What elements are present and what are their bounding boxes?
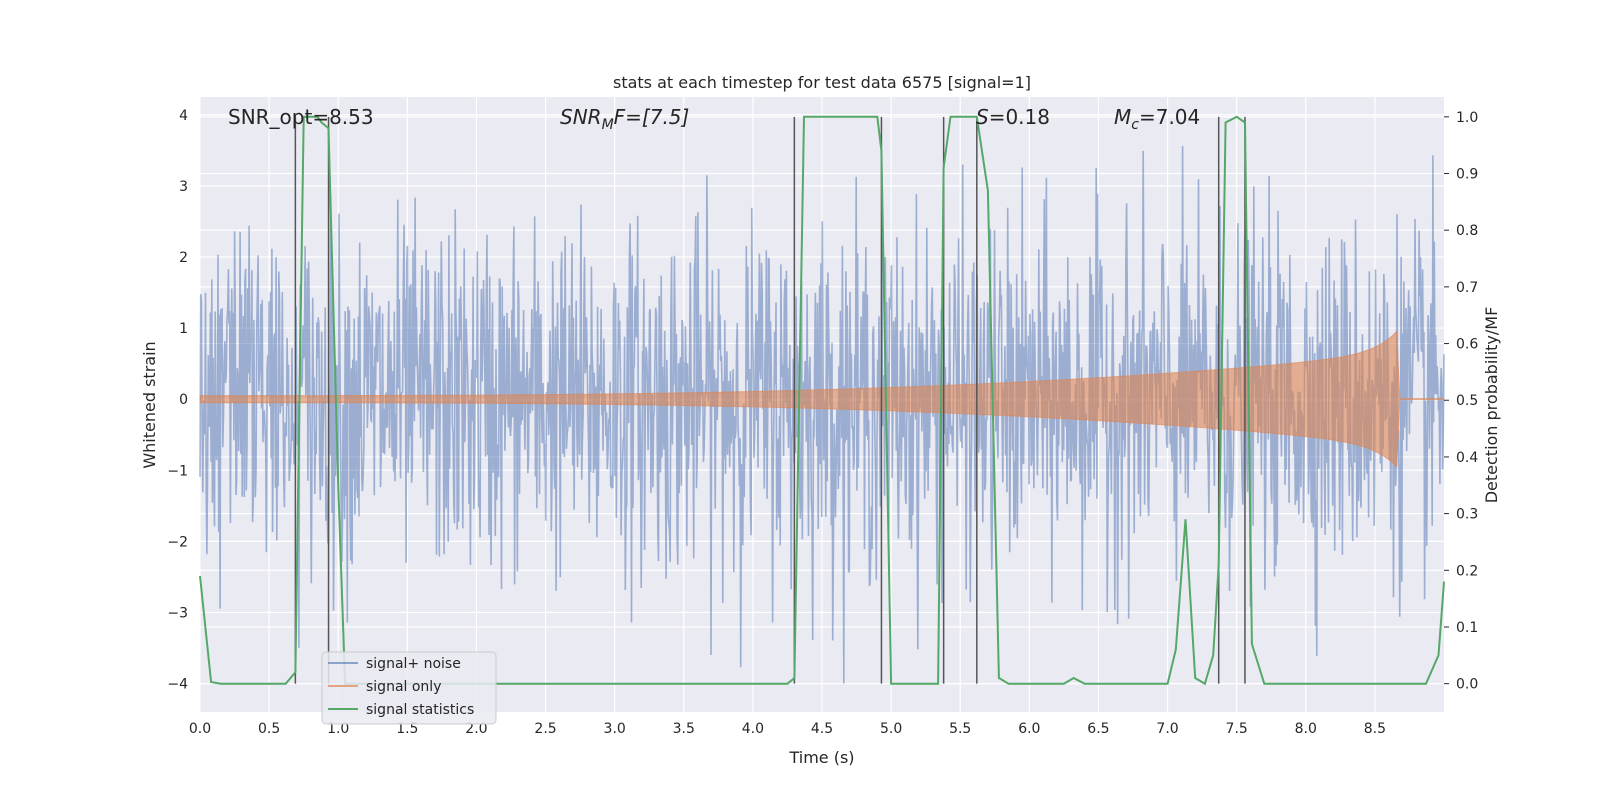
- legend-label-signal-only: signal only: [366, 679, 441, 695]
- x-tick-label: 8.5: [1364, 721, 1386, 737]
- legend-box: [321, 651, 497, 725]
- x-tick-label: 2.5: [534, 721, 556, 737]
- y-axis-ticks: −4 −3 −2 −1 0 1 2 3 4: [167, 108, 188, 693]
- x-tick-label: 3.0: [604, 721, 626, 737]
- x-tick-label: 5.5: [949, 721, 971, 737]
- legend-label-signal-noise: signal+ noise: [366, 656, 461, 672]
- y-tick-label: −4: [167, 677, 188, 693]
- y2-tick-label: 0.0: [1456, 677, 1478, 693]
- y2-tick-label: 0.6: [1456, 337, 1478, 353]
- y2-tick-label: 0.9: [1456, 167, 1478, 183]
- s-var: S: [976, 105, 989, 129]
- x-tick-label: 3.5: [673, 721, 695, 737]
- x-axis-title: Time (s): [788, 748, 854, 767]
- y2-tick-label: 0.4: [1456, 450, 1478, 466]
- x-axis-ticks: 0.0 0.5 1.0 1.5 2.0 2.5 3.0 3.5 4.0 4.5 5.0 5.5 6.0 6…: [189, 721, 1386, 737]
- legend-label-signal-statistics: signal statistics: [366, 702, 474, 718]
- snr-mf-sub: M: [602, 117, 614, 133]
- snr-mf-rest: F=[7.5]: [614, 105, 690, 129]
- annotation-snr-opt: SNR_opt=8.53: [228, 105, 374, 129]
- y2-axis-ticks: 0.0 0.1 0.2 0.3 0.4 0.5 0.6 0.7 0.8 0.9 1.0: [1444, 110, 1478, 693]
- x-tick-label: 4.5: [811, 721, 833, 737]
- x-tick-label: 1.5: [396, 721, 418, 737]
- x-tick-label: 0.5: [258, 721, 280, 737]
- signal-statistics-series: [199, 115, 1445, 686]
- x-tick-label: 4.0: [742, 721, 764, 737]
- y-tick-label: −1: [167, 463, 188, 479]
- x-tick-label: 1.0: [327, 721, 349, 737]
- annotation-mc: Mc=7.04: [1114, 105, 1200, 133]
- s-rest: =0.18: [989, 105, 1050, 129]
- y2-tick-label: 0.3: [1456, 507, 1478, 523]
- mc-var: M: [1114, 105, 1131, 129]
- chart-title: stats at each timestep for test data 657…: [613, 73, 1031, 92]
- legend: signal+ noise signal only signal statist…: [321, 651, 497, 725]
- mc-sub: c: [1131, 117, 1139, 133]
- y-tick-label: 2: [179, 250, 188, 266]
- y-tick-label: −2: [167, 534, 188, 550]
- snr-mf-base: SNR: [560, 105, 602, 129]
- y2-tick-label: 1.0: [1456, 110, 1478, 126]
- x-tick-label: 6.5: [1087, 721, 1109, 737]
- annotation-s: S=0.18: [976, 105, 1050, 129]
- y2-tick-label: 0.7: [1456, 280, 1478, 296]
- annotation-snr-mf: SNRMF=[7.5]: [560, 105, 689, 133]
- x-tick-label: 7.0: [1156, 721, 1178, 737]
- x-tick-label: 7.5: [1226, 721, 1248, 737]
- y-tick-label: 1: [179, 321, 188, 337]
- x-tick-label: 0.0: [189, 721, 211, 737]
- mc-rest: =7.04: [1139, 105, 1200, 129]
- vertical-markers: [294, 116, 1246, 684]
- y-tick-label: 4: [179, 108, 188, 124]
- x-tick-label: 5.0: [880, 721, 902, 737]
- y-axis-title: Whitened strain: [140, 341, 159, 468]
- x-tick-label: 2.0: [465, 721, 487, 737]
- signal-statistics-line: [199, 115, 1445, 686]
- signal-noise-series: [199, 145, 1445, 684]
- y-tick-label: 3: [179, 179, 188, 195]
- x-tick-label: 8.0: [1295, 721, 1317, 737]
- x-tick-label: 6.0: [1018, 721, 1040, 737]
- y-tick-label: −3: [167, 605, 188, 621]
- signal-noise-line: [199, 145, 1445, 684]
- y2-axis-title: Detection probability/MF: [1482, 307, 1501, 504]
- y-tick-label: 0: [179, 392, 188, 408]
- y2-tick-label: 0.1: [1456, 620, 1478, 636]
- y2-tick-label: 0.8: [1456, 223, 1478, 239]
- y2-tick-label: 0.2: [1456, 563, 1478, 579]
- y2-tick-label: 0.5: [1456, 393, 1478, 409]
